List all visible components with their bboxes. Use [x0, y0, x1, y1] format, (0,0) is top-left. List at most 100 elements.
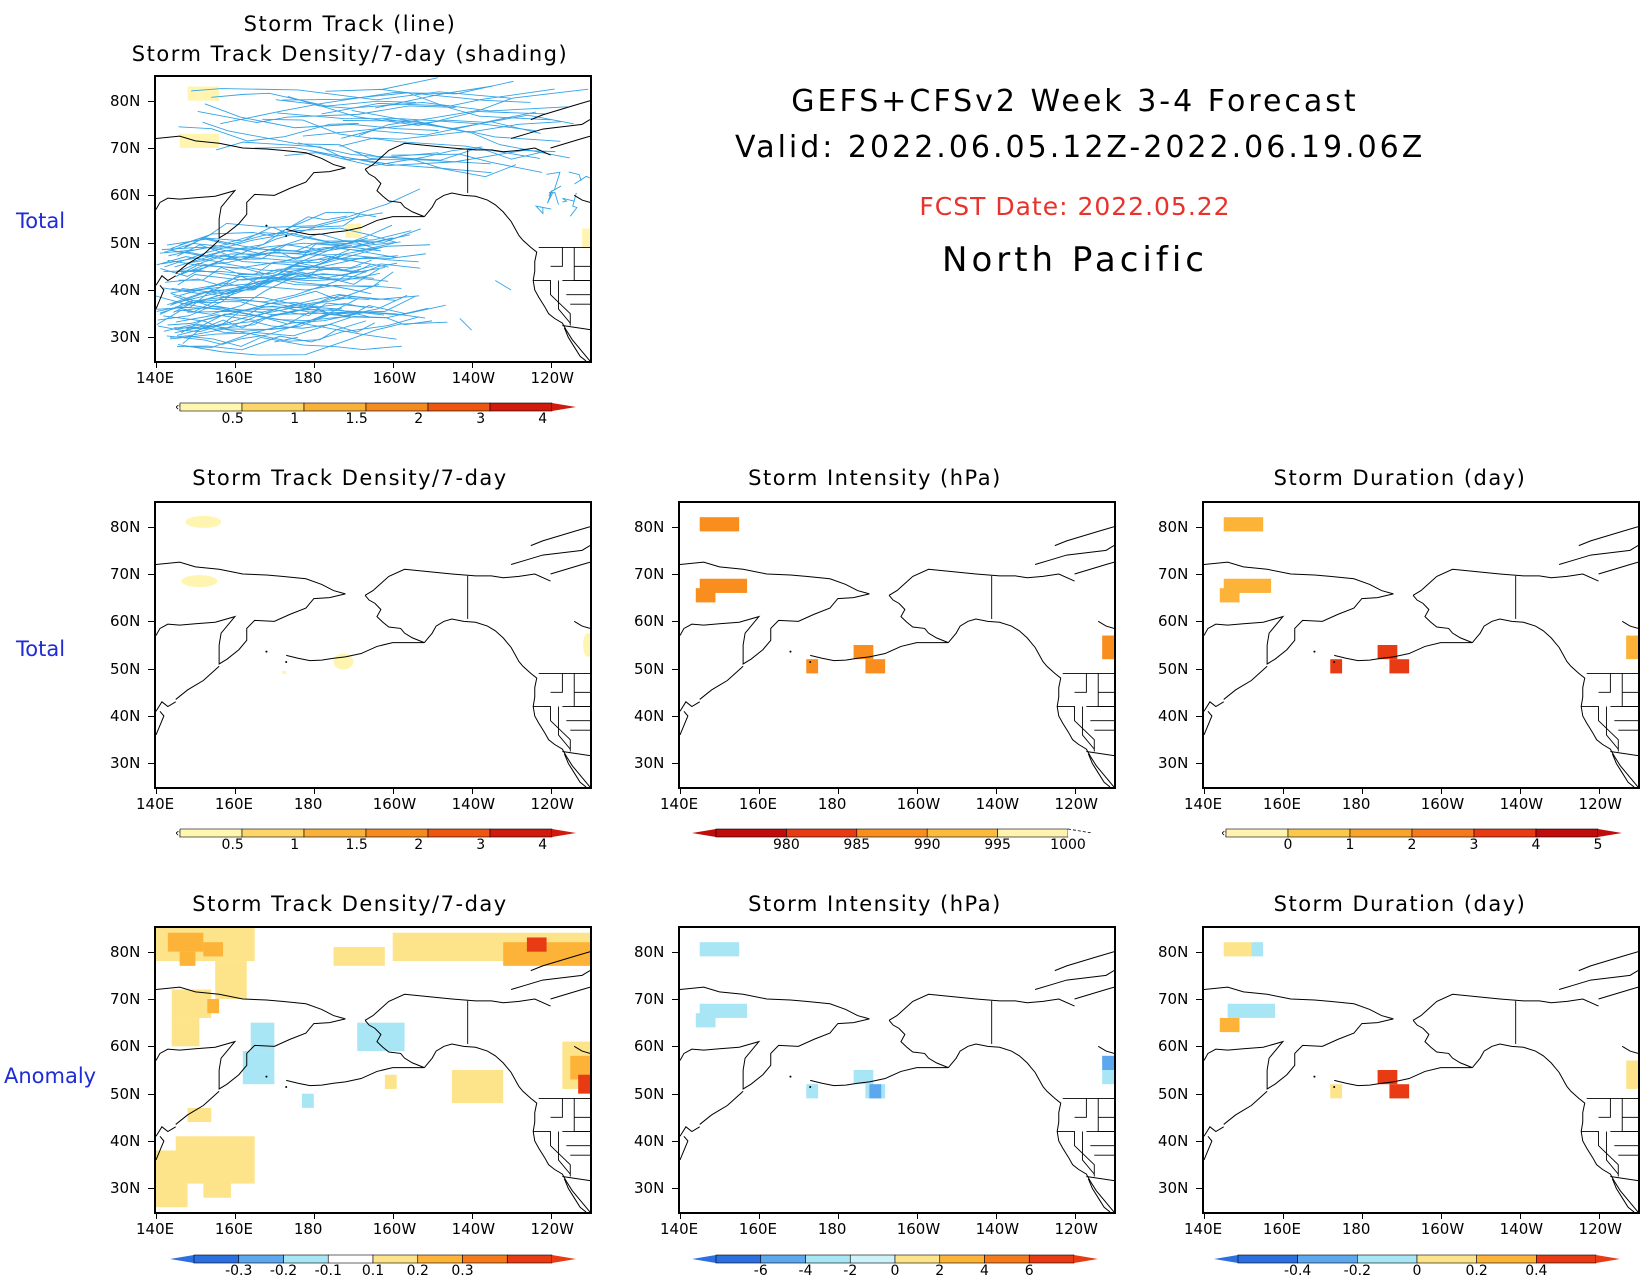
lon-tick-mark [995, 1212, 997, 1219]
lon-tick-label: 180 [293, 369, 323, 387]
coastline [1204, 1135, 1213, 1161]
border-line [1610, 1176, 1638, 1182]
storm-track-line [164, 242, 381, 253]
duration-anomaly-cell [1330, 1084, 1343, 1099]
storm-track-line [339, 130, 561, 147]
storm-track-line [568, 171, 582, 181]
storm-track-line [380, 77, 438, 91]
density-anomaly-cell [526, 937, 547, 952]
colorbar-intensity-anomaly [692, 1254, 1098, 1264]
colorbar-segment [997, 828, 1069, 838]
density-total-map [156, 515, 590, 787]
coastline [1204, 701, 1224, 712]
border-line [533, 706, 571, 752]
duration-anomaly-cell [1389, 1084, 1410, 1099]
storm-track-line [197, 105, 456, 124]
border-line [1581, 706, 1619, 752]
coastline [869, 1019, 949, 1083]
lat-tick-label: 30N [110, 754, 141, 773]
lat-tick-mark [1196, 1093, 1204, 1095]
density-anomaly-cell [570, 1055, 590, 1080]
storm-track-line [166, 310, 357, 345]
density-contour [185, 515, 222, 528]
lon-tick-label: 160W [372, 795, 417, 813]
coastline [1598, 986, 1638, 1000]
coastline [680, 1135, 689, 1161]
colorbar-label: 1 [290, 837, 300, 853]
lat-tick-mark [148, 148, 156, 149]
storm-track-line [173, 271, 394, 304]
storm-track-line [202, 121, 439, 160]
lat-tick-label: 60N [1158, 1037, 1189, 1056]
storm-track-line [358, 88, 589, 136]
colorbar-label: 2 [414, 411, 424, 427]
colorbar-label: 1 [290, 411, 300, 427]
colorbar-label: 0.5 [221, 837, 244, 853]
colorbar-label: -0.2 [269, 1263, 298, 1279]
border-line [1621, 673, 1638, 707]
colorbar-label: 2 [414, 837, 424, 853]
coastline-group [1204, 951, 1638, 1212]
colorbar-segment [489, 828, 553, 838]
lon-tick-mark [550, 787, 552, 794]
lon-tick-mark [234, 787, 236, 794]
coastline [286, 654, 346, 662]
colorbar-segment [179, 828, 243, 838]
lon-tick-label: 180 [293, 1220, 323, 1238]
lat-tick-mark [672, 1188, 680, 1190]
lat-tick-mark [672, 668, 680, 670]
colorbar-segment [489, 402, 553, 412]
storm-track-line [181, 256, 419, 295]
lat-tick-label: 70N [110, 565, 141, 583]
colorbar-segment [1297, 1254, 1358, 1264]
storm-track-line [562, 197, 575, 203]
colorbar-segment [1416, 1254, 1477, 1264]
coastline [156, 593, 346, 665]
coastline [699, 665, 744, 700]
density-anomaly-cell [242, 1051, 275, 1085]
lon-tick-mark [550, 361, 552, 368]
density-anomaly-cell [451, 1070, 504, 1104]
lat-tick-label: 40N [1158, 707, 1189, 725]
lat-tick-mark [148, 1046, 156, 1048]
density-contour [181, 575, 218, 588]
lon-tick-mark [313, 361, 315, 368]
coastline [947, 618, 1114, 787]
border-line [1598, 1098, 1611, 1118]
coastline [156, 275, 176, 286]
lon-tick-mark [392, 1212, 394, 1219]
colorbar-segment [303, 402, 367, 412]
map-panel-storm-track [154, 75, 592, 363]
colorbar-segment [427, 402, 491, 412]
colorbar-segment [462, 1254, 508, 1264]
coastline [680, 593, 870, 665]
map-panel-density-anomaly [154, 926, 592, 1214]
coastline [156, 1135, 165, 1161]
storm-tracks-group [156, 77, 590, 356]
lon-tick-label: 140W [975, 795, 1020, 813]
coastline [423, 1043, 590, 1212]
coastline [510, 970, 590, 991]
island-dot [265, 650, 268, 653]
island-dot [285, 235, 288, 238]
lat-tick-mark [1196, 1188, 1204, 1190]
coastline [1074, 561, 1114, 575]
density-contour [282, 671, 287, 675]
density-anomaly-cell [215, 961, 247, 999]
storm-track-line [156, 272, 380, 326]
lat-tick-label: 80N [110, 517, 141, 536]
lon-tick-label: 180 [293, 795, 323, 813]
coastline [1054, 526, 1114, 547]
lon-tick-label: 180 [1341, 1220, 1371, 1238]
island-dot [809, 661, 812, 664]
lon-tick-label: 160E [1262, 795, 1302, 813]
border-line [557, 280, 571, 324]
border-line [1097, 1098, 1114, 1132]
colorbar-arrow-left [1214, 1255, 1238, 1263]
coastline [810, 1079, 870, 1087]
lon-tick-mark [1204, 787, 1205, 794]
lat-tick-mark [672, 1141, 680, 1142]
lat-tick-mark [148, 999, 156, 1000]
colorbar-label: 4 [538, 837, 548, 853]
lon-tick-label: 180 [1341, 795, 1371, 813]
